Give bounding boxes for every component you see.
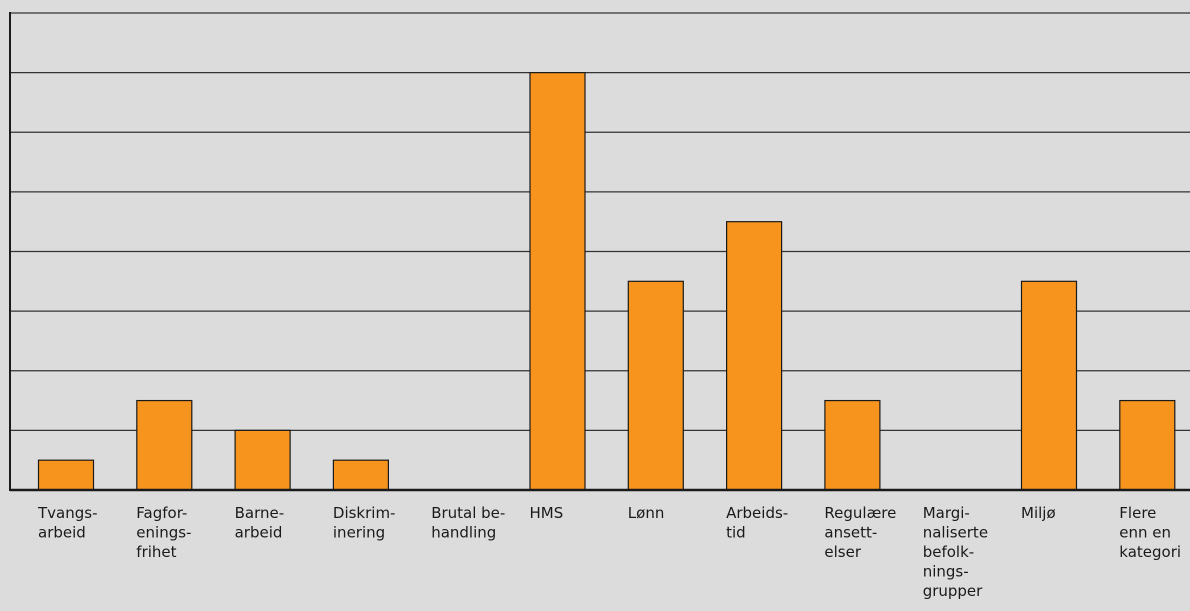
category-label: Barne-arbeid <box>235 504 285 542</box>
bar <box>1119 399 1176 491</box>
category-label: Margi-naliserte befolk-nings-grupper <box>923 504 988 600</box>
category-label: Lønn <box>628 504 665 522</box>
category-label: HMS <box>530 504 564 522</box>
category-label: Brutal be-handling <box>431 504 505 542</box>
category-label: Regulære ansett-elser <box>824 504 896 561</box>
bar <box>1020 280 1078 491</box>
bar <box>136 399 193 491</box>
bar <box>37 459 95 491</box>
category-label: Flere enn en kategori <box>1119 504 1181 561</box>
category-label: Tvangs-arbeid <box>37 504 98 542</box>
bar <box>627 280 684 491</box>
bar <box>824 399 881 491</box>
bar <box>529 72 586 491</box>
bar <box>332 459 389 491</box>
bar-layer <box>37 72 1176 491</box>
bar <box>234 429 291 491</box>
category-label: Diskrim-inering <box>333 504 396 542</box>
category-labels: Tvangs-arbeid Fagfor-enings-frihet Barne-a… <box>37 504 1181 600</box>
grid-layer <box>10 12 1190 431</box>
axis-layer <box>9 12 1190 492</box>
bar <box>725 221 783 491</box>
category-label: Fagfor-enings-frihet <box>136 504 191 561</box>
category-label: Miljø <box>1021 504 1056 522</box>
category-label: Arbeids-tid <box>726 504 788 542</box>
